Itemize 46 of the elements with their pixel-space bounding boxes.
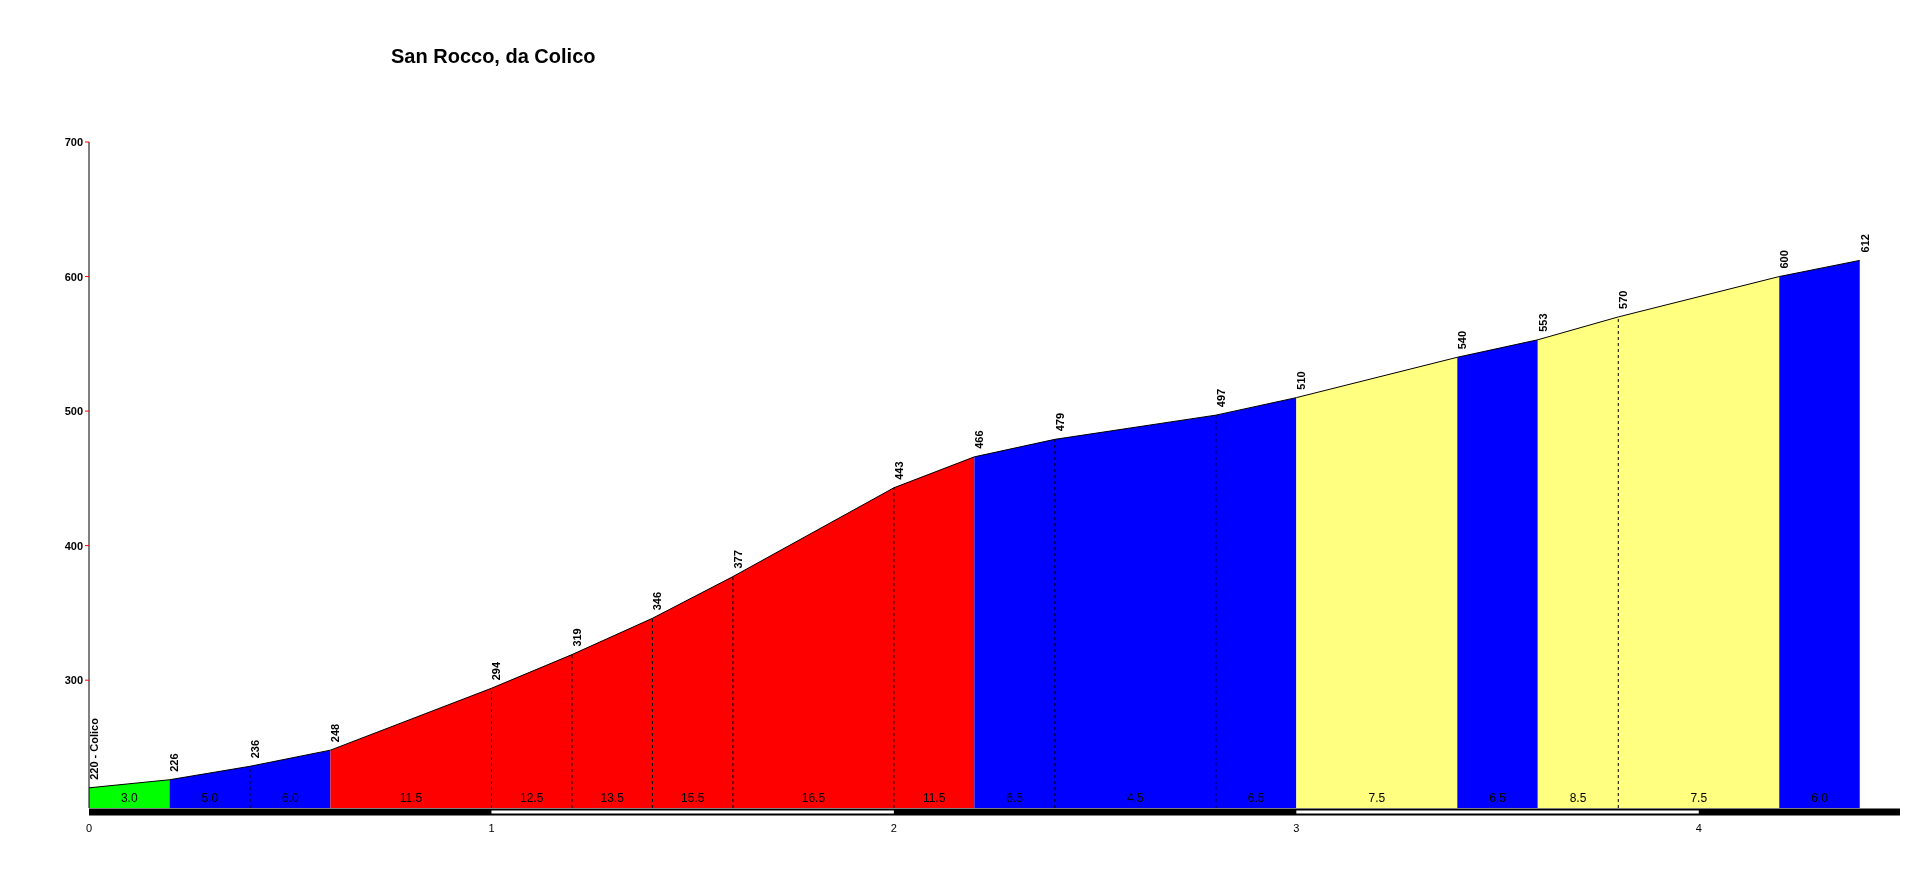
y-tick-label: 300	[64, 674, 83, 687]
x-tick-label: 0	[85, 822, 93, 834]
data-label: 226	[168, 753, 181, 772]
y-tick-label: 500	[64, 405, 83, 418]
annotation: 12.5	[520, 791, 544, 805]
annotation: 3.0	[120, 791, 138, 805]
y-tick-label: 600	[64, 270, 83, 283]
data-label: 510	[1295, 371, 1308, 390]
annotation: 7.5	[1690, 791, 1708, 805]
data-label: 600	[1778, 250, 1791, 269]
annotation: 6.5	[1489, 791, 1507, 805]
y-tick-label: 400	[64, 539, 83, 552]
data-label: 294	[490, 661, 503, 681]
x-tick-label: 4	[1695, 822, 1702, 834]
data-label: 497	[1214, 388, 1227, 408]
data-label: 540	[1456, 330, 1469, 350]
annotation: 15.5	[680, 791, 705, 805]
annotation: 13.5	[600, 791, 625, 805]
annotation: 6.0	[1811, 791, 1829, 805]
x-tick-label: 2	[890, 822, 897, 834]
annotation: 4.5	[1127, 791, 1145, 805]
chart-title: San Rocco, da Colico	[391, 45, 596, 67]
data-label: 377	[731, 550, 744, 569]
annotation: 11.5	[399, 791, 423, 805]
annotation: 6.5	[1247, 791, 1265, 805]
data-label: 570	[1617, 290, 1630, 309]
x-tick-label: 3	[1293, 822, 1300, 834]
annotation: 7.5	[1368, 791, 1386, 805]
data-label: 553	[1536, 313, 1549, 332]
data-label: 319	[570, 628, 583, 647]
annotation: 16.5	[801, 791, 826, 805]
data-label: 220 - Colico	[88, 717, 100, 780]
data-label: 612	[1858, 234, 1871, 253]
x-tick-label: 1	[488, 822, 495, 834]
annotation: 6.0	[281, 791, 299, 805]
annotation: 5.0	[201, 791, 219, 805]
data-label: 466	[973, 430, 986, 449]
annotation: 8.5	[1569, 791, 1587, 805]
data-label: 479	[1053, 412, 1066, 432]
annotation: 11.5	[922, 791, 946, 805]
annotation: 6.5	[1006, 791, 1024, 805]
data-label: 236	[248, 739, 261, 759]
data-label: 346	[651, 591, 664, 611]
data-label: 248	[329, 723, 342, 743]
data-label: 443	[892, 461, 905, 480]
y-tick-label: 700	[64, 136, 83, 148]
